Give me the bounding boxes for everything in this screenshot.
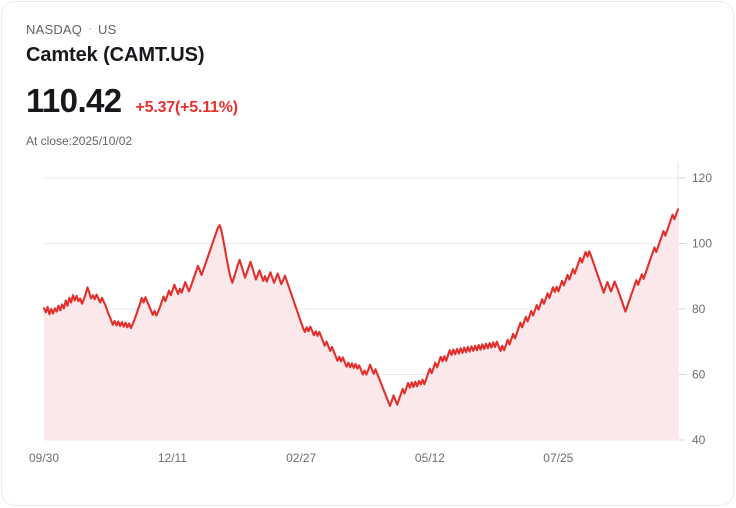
exchange-row: NASDAQ · US: [26, 22, 713, 38]
chart-area-fill: [44, 209, 678, 440]
market-status: At close:2025/10/02: [26, 134, 133, 148]
quote-header: NASDAQ · US Camtek (CAMT.US) 110.42 +5.3…: [26, 22, 713, 149]
separator-dot: ·: [88, 23, 92, 35]
x-axis-label: 09/30: [29, 451, 59, 465]
page-title: Camtek (CAMT.US): [26, 44, 205, 66]
chart-line: [42, 208, 680, 407]
region-label: US: [97, 22, 117, 37]
price-row: 110.42 +5.37(+5.11%): [26, 82, 713, 120]
current-price: 110.42: [26, 82, 122, 119]
y-axis-label: 40: [692, 433, 706, 447]
price-chart[interactable]: 120 100 80 60 40 09/30 12/11 02/27 05/12 07/25: [2, 162, 734, 482]
price-chart-svg[interactable]: 120 100 80 60 40 09/30 12/11 02/27 05/12 07/25: [2, 162, 734, 482]
y-axis-label: 100: [692, 237, 712, 251]
price-change: +5.37(+5.11%): [135, 99, 239, 116]
y-axis-label: 120: [692, 171, 712, 185]
y-axis-label: 80: [692, 302, 706, 316]
x-axis-label: 02/27: [286, 451, 316, 465]
x-axis-label: 05/12: [415, 451, 445, 465]
x-axis-label: 07/25: [543, 451, 573, 465]
x-axis-label: 12/11: [158, 451, 187, 465]
y-axis-label: 60: [692, 368, 706, 382]
exchange-label: NASDAQ: [26, 22, 83, 37]
